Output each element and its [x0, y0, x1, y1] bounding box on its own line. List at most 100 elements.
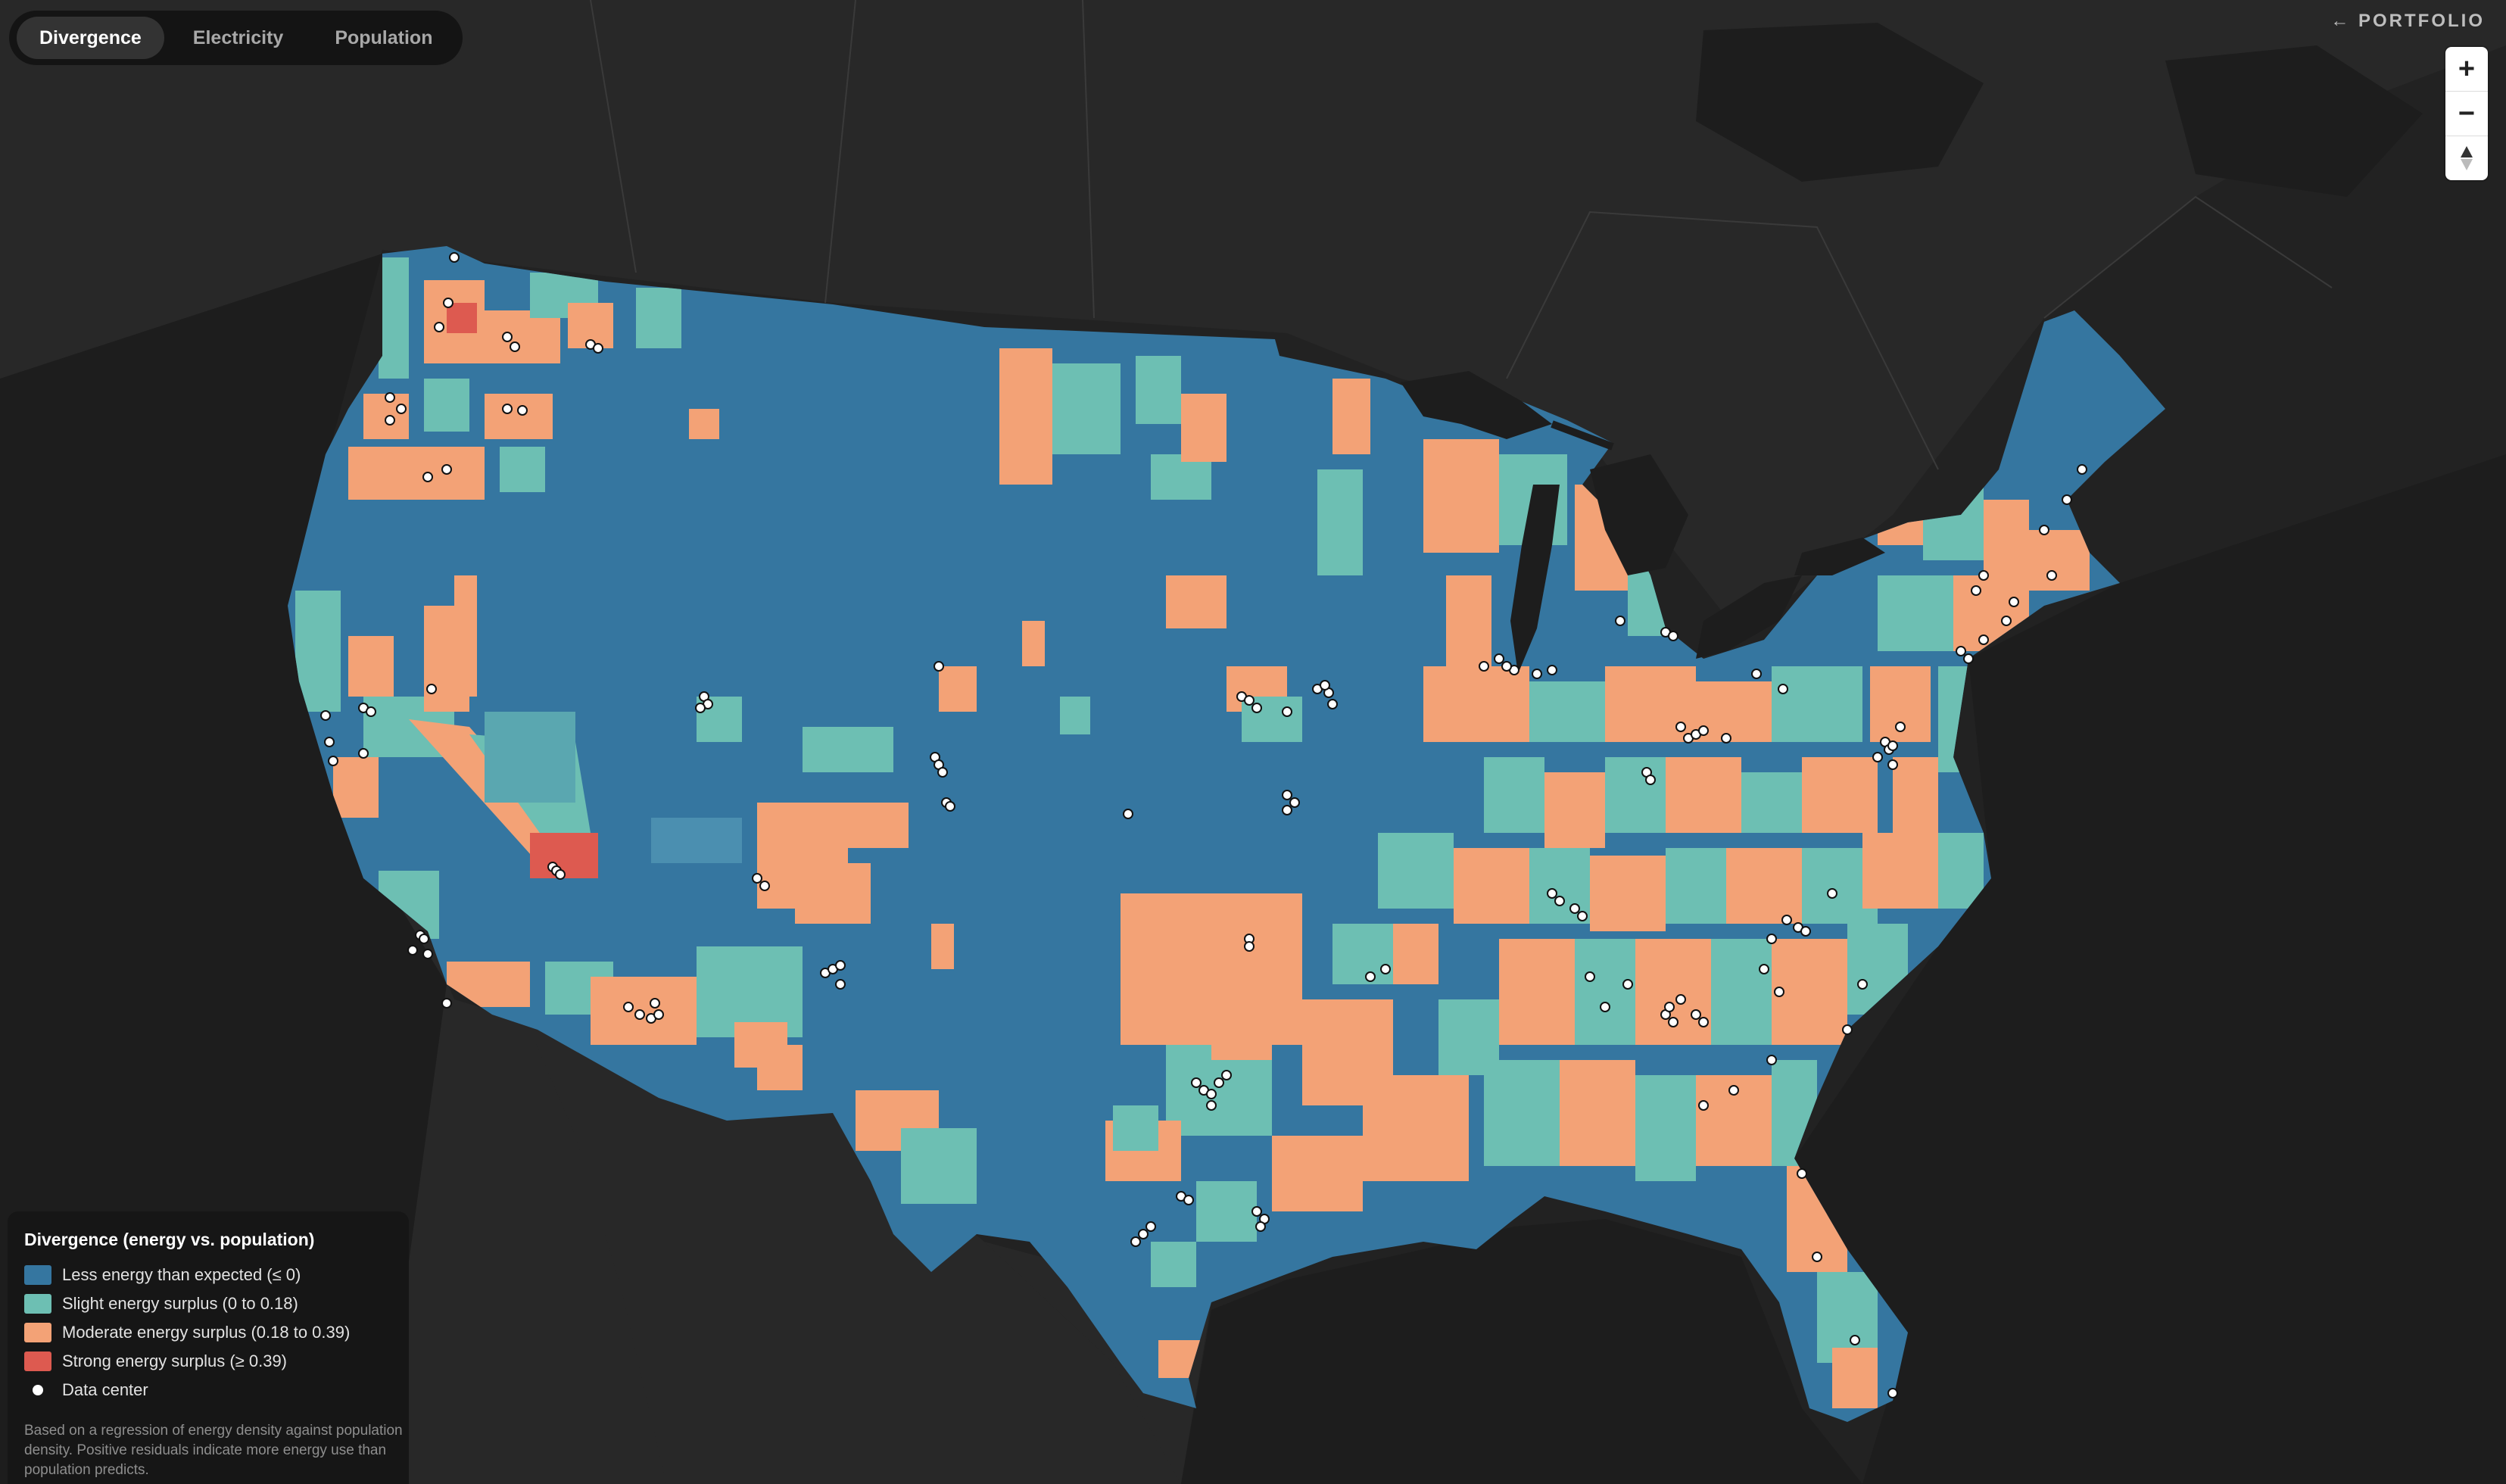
- data-center-marker[interactable]: [593, 343, 603, 354]
- data-center-marker[interactable]: [1645, 775, 1656, 785]
- data-center-marker[interactable]: [1971, 585, 1981, 596]
- data-center-marker[interactable]: [1532, 669, 1542, 679]
- tab-electricity[interactable]: Electricity: [192, 26, 284, 48]
- data-center-marker[interactable]: [1577, 911, 1588, 921]
- data-center-marker[interactable]: [1615, 616, 1625, 626]
- data-center-marker[interactable]: [1494, 653, 1504, 664]
- data-center-marker[interactable]: [1289, 797, 1300, 808]
- data-center-marker[interactable]: [2077, 464, 2087, 475]
- data-center-marker[interactable]: [366, 706, 376, 717]
- data-center-marker[interactable]: [443, 298, 454, 308]
- data-center-marker[interactable]: [1668, 631, 1678, 641]
- data-center-marker[interactable]: [752, 873, 762, 884]
- data-center-marker[interactable]: [1569, 903, 1580, 914]
- data-center-marker[interactable]: [502, 332, 513, 342]
- data-center-marker[interactable]: [1698, 1017, 1709, 1027]
- data-center-marker[interactable]: [1728, 1085, 1739, 1096]
- data-center-marker[interactable]: [407, 945, 418, 956]
- data-center-marker[interactable]: [502, 404, 513, 414]
- data-center-marker[interactable]: [1675, 994, 1686, 1005]
- data-center-marker[interactable]: [835, 979, 846, 990]
- portfolio-link[interactable]: ← PORTFOLIO: [2330, 11, 2485, 31]
- data-center-marker[interactable]: [1827, 888, 1837, 899]
- data-center-marker[interactable]: [1365, 971, 1376, 982]
- data-center-marker[interactable]: [1781, 915, 1792, 925]
- data-center-marker[interactable]: [1691, 1009, 1701, 1020]
- data-center-marker[interactable]: [1872, 752, 1883, 762]
- data-center-marker[interactable]: [1547, 888, 1557, 899]
- data-center-marker[interactable]: [1887, 1388, 1898, 1398]
- data-center-marker[interactable]: [1380, 964, 1391, 974]
- data-center-marker[interactable]: [1221, 1070, 1232, 1080]
- data-center-marker[interactable]: [1800, 926, 1811, 937]
- data-center-marker[interactable]: [422, 949, 433, 959]
- data-center-marker[interactable]: [1812, 1252, 1822, 1262]
- data-center-marker[interactable]: [1600, 1002, 1610, 1012]
- data-center-marker[interactable]: [695, 703, 706, 713]
- data-center-marker[interactable]: [1675, 722, 1686, 732]
- data-center-marker[interactable]: [937, 767, 948, 778]
- data-center-marker[interactable]: [1978, 570, 1989, 581]
- data-center-marker[interactable]: [1214, 1077, 1224, 1088]
- data-center-marker[interactable]: [1698, 1100, 1709, 1111]
- data-center-marker[interactable]: [1320, 680, 1330, 691]
- data-center-marker[interactable]: [1766, 934, 1777, 944]
- data-center-marker[interactable]: [1282, 706, 1292, 717]
- data-center-marker[interactable]: [1501, 661, 1512, 672]
- tab-population[interactable]: Population: [335, 26, 433, 48]
- data-center-marker[interactable]: [835, 960, 846, 971]
- data-center-marker[interactable]: [1206, 1089, 1217, 1099]
- data-center-marker[interactable]: [1282, 790, 1292, 800]
- reset-north-button[interactable]: [2445, 136, 2488, 180]
- data-center-marker[interactable]: [422, 472, 433, 482]
- data-center-marker[interactable]: [1244, 941, 1255, 952]
- data-center-marker[interactable]: [1759, 964, 1769, 974]
- data-center-marker[interactable]: [385, 392, 395, 403]
- data-center-marker[interactable]: [1895, 722, 1906, 732]
- data-center-marker[interactable]: [623, 1002, 634, 1012]
- data-center-marker[interactable]: [1585, 971, 1595, 982]
- data-center-marker[interactable]: [1668, 1017, 1678, 1027]
- data-center-marker[interactable]: [1622, 979, 1633, 990]
- data-center-marker[interactable]: [1887, 759, 1898, 770]
- data-center-marker[interactable]: [1857, 979, 1868, 990]
- data-center-marker[interactable]: [650, 998, 660, 1009]
- data-center-marker[interactable]: [1183, 1195, 1194, 1205]
- data-center-marker[interactable]: [1251, 703, 1262, 713]
- data-center-marker[interactable]: [945, 801, 955, 812]
- data-center-marker[interactable]: [1479, 661, 1489, 672]
- data-center-marker[interactable]: [385, 415, 395, 426]
- data-center-marker[interactable]: [1963, 653, 1974, 664]
- data-center-marker[interactable]: [1664, 1002, 1675, 1012]
- data-center-marker[interactable]: [1282, 805, 1292, 815]
- zoom-in-button[interactable]: +: [2445, 47, 2488, 92]
- data-center-marker[interactable]: [441, 464, 452, 475]
- data-center-marker[interactable]: [1956, 646, 1966, 656]
- data-center-marker[interactable]: [1244, 695, 1255, 706]
- data-center-marker[interactable]: [1145, 1221, 1156, 1232]
- data-center-marker[interactable]: [2046, 570, 2057, 581]
- data-center-marker[interactable]: [1206, 1100, 1217, 1111]
- data-center-marker[interactable]: [517, 405, 528, 416]
- data-center-marker[interactable]: [434, 322, 444, 332]
- data-center-marker[interactable]: [358, 748, 369, 759]
- data-center-marker[interactable]: [1698, 725, 1709, 736]
- data-center-marker[interactable]: [1327, 699, 1338, 709]
- data-center-marker[interactable]: [1751, 669, 1762, 679]
- data-center-marker[interactable]: [1887, 740, 1898, 751]
- data-center-marker[interactable]: [634, 1009, 645, 1020]
- data-center-marker[interactable]: [1842, 1024, 1853, 1035]
- data-center-marker[interactable]: [426, 684, 437, 694]
- data-center-marker[interactable]: [1774, 987, 1784, 997]
- data-center-marker[interactable]: [2009, 597, 2019, 607]
- data-center-marker[interactable]: [1778, 684, 1788, 694]
- data-center-marker[interactable]: [324, 737, 335, 747]
- data-center-marker[interactable]: [449, 252, 460, 263]
- data-center-marker[interactable]: [934, 661, 944, 672]
- data-center-marker[interactable]: [2062, 494, 2072, 505]
- data-center-marker[interactable]: [1138, 1229, 1149, 1239]
- data-center-marker[interactable]: [1978, 634, 1989, 645]
- data-center-marker[interactable]: [1721, 733, 1731, 744]
- data-center-marker[interactable]: [1547, 665, 1557, 675]
- zoom-out-button[interactable]: −: [2445, 92, 2488, 136]
